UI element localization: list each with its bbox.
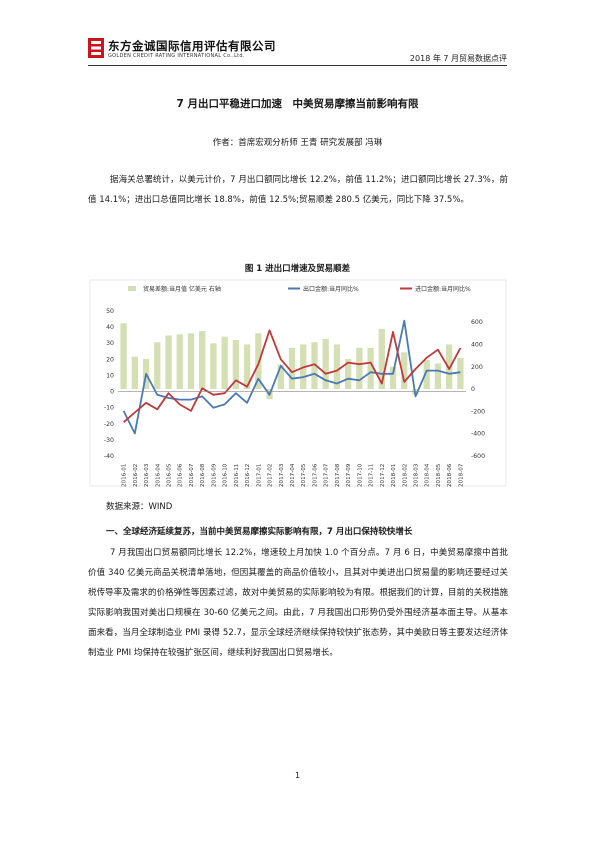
x-tick-label: 2016-06 bbox=[178, 463, 184, 487]
left-tick-label: -40 bbox=[104, 453, 114, 460]
trade-balance-bar bbox=[434, 363, 442, 390]
x-tick-label: 2017-02 bbox=[268, 464, 274, 487]
x-tick-label: 2016-01 bbox=[122, 463, 128, 487]
left-tick-label: 20 bbox=[106, 356, 114, 363]
section-heading: 一、全球经济延续复苏，当前中美贸易摩擦实际影响有限，7 月出口保持较快增长 bbox=[106, 527, 413, 537]
trade-balance-bar bbox=[333, 344, 341, 390]
right-tick-label: 400 bbox=[471, 341, 483, 348]
trade-balance-bar bbox=[378, 328, 385, 390]
right-tick-label: -600 bbox=[471, 453, 485, 460]
legend-label: 贸易差额:当月值 亿美元 右轴 bbox=[143, 285, 221, 293]
legend-label: 出口金额:当月同比% bbox=[303, 285, 359, 293]
x-tick-label: 2018-05 bbox=[436, 463, 442, 487]
golden-credit-logo-icon bbox=[88, 38, 104, 58]
x-tick-label: 2018-02 bbox=[402, 464, 408, 487]
trade-balance-bar bbox=[311, 342, 318, 390]
x-tick-label: 2016-08 bbox=[200, 463, 206, 487]
trade-balance-bar bbox=[154, 342, 161, 390]
right-tick-label: 0 bbox=[471, 386, 475, 393]
trade-balance-bar bbox=[165, 335, 172, 390]
header-divider bbox=[88, 65, 507, 66]
trade-balance-bar bbox=[457, 357, 464, 390]
x-tick-label: 2017-08 bbox=[335, 463, 341, 487]
x-tick-label: 2016-12 bbox=[245, 464, 251, 487]
trade-balance-bar bbox=[401, 352, 408, 390]
trade-balance-bar bbox=[221, 336, 228, 390]
x-tick-label: 2018-03 bbox=[413, 463, 419, 487]
document-label: 2018 年 7 月贸易数据点评 bbox=[409, 54, 507, 63]
trade-balance-bar bbox=[288, 347, 296, 390]
left-tick-label: -30 bbox=[104, 437, 114, 444]
x-tick-label: 2018-07 bbox=[458, 463, 464, 487]
left-tick-label: 50 bbox=[106, 308, 114, 315]
left-tick-label: 30 bbox=[106, 340, 114, 347]
import-yoy-line bbox=[123, 329, 462, 423]
left-tick-label: -20 bbox=[104, 421, 114, 428]
legend-swatch-bar bbox=[128, 286, 136, 291]
x-tick-label: 2016-02 bbox=[133, 464, 139, 487]
trade-balance-bar bbox=[277, 364, 284, 390]
data-source: 数据来源：WIND bbox=[106, 502, 173, 512]
page-header: 东方金诚国际信用评估有限公司 GOLDEN CREDIT RATING INTE… bbox=[0, 0, 595, 70]
x-tick-label: 2016-11 bbox=[234, 463, 240, 487]
x-tick-label: 2016-05 bbox=[167, 463, 173, 487]
trade-balance-bar bbox=[423, 360, 430, 390]
x-tick-label: 2017-12 bbox=[380, 464, 386, 487]
x-tick-label: 2016-10 bbox=[223, 463, 229, 487]
right-tick-label: 200 bbox=[471, 364, 483, 371]
legend-label: 进口金额:当月同比% bbox=[415, 285, 471, 293]
trade-balance-bar bbox=[356, 347, 363, 390]
body-paragraph: 7 月我国出口贸易额同比增长 12.2%，增速较上月加快 1.0 个百分点。7 … bbox=[88, 548, 508, 658]
trade-chart: 贸易差额:当月值 亿美元 右轴 出口金额:当月同比% 进口金额:当月同比% 50 40… bbox=[89, 279, 507, 487]
x-tick-label: 2018-04 bbox=[425, 463, 431, 487]
left-tick-label: 0 bbox=[110, 389, 114, 396]
trade-balance-bar bbox=[344, 358, 352, 390]
trade-balance-bar bbox=[367, 347, 374, 390]
company-name-en: GOLDEN CREDIT RATING INTERNATIONAL Co.,L… bbox=[108, 53, 245, 59]
trade-balance-bar bbox=[131, 356, 138, 390]
x-tick-label: 2017-03 bbox=[279, 463, 285, 487]
x-tick-label: 2017-11 bbox=[369, 463, 375, 487]
x-tick-label: 2018-01 bbox=[391, 463, 397, 487]
x-tick-label: 2017-05 bbox=[301, 463, 307, 487]
chart-legend: 贸易差额:当月值 亿美元 右轴 出口金额:当月同比% 进口金额:当月同比% bbox=[128, 285, 471, 293]
intro-paragraph: 据海关总署统计，以美元计价，7 月出口额同比增长 12.2%，前值 11.2%；… bbox=[88, 175, 508, 205]
left-tick-label: 40 bbox=[106, 324, 114, 331]
trade-balance-bar bbox=[187, 333, 195, 390]
trade-balance-bar bbox=[255, 333, 262, 390]
left-tick-label: 10 bbox=[106, 372, 114, 379]
right-tick-label: 600 bbox=[471, 319, 483, 326]
author-line: 作者：首席宏观分析师 王青 研究发展部 冯琳 bbox=[212, 138, 383, 148]
x-tick-label: 2017-10 bbox=[357, 463, 363, 487]
x-tick-label: 2016-07 bbox=[189, 463, 195, 487]
x-tick-label: 2017-06 bbox=[312, 463, 318, 487]
x-tick-label: 2016-04 bbox=[155, 463, 161, 487]
x-tick-label: 2016-09 bbox=[211, 463, 217, 487]
trade-balance-bar bbox=[243, 344, 251, 390]
trade-balance-bar bbox=[210, 343, 217, 390]
x-tick-label: 2017-09 bbox=[346, 463, 352, 487]
left-tick-label: -10 bbox=[104, 405, 114, 412]
trade-balance-bar bbox=[199, 331, 206, 390]
trade-balance-bar bbox=[232, 340, 240, 390]
x-tick-label: 2017-07 bbox=[324, 463, 330, 487]
export-yoy-line bbox=[122, 319, 461, 435]
x-tick-label: 2018-06 bbox=[447, 463, 453, 487]
trade-balance-bar bbox=[176, 334, 183, 390]
trade-balance-bar bbox=[446, 344, 453, 390]
trade-balance-bar bbox=[120, 323, 127, 390]
page-title: 7 月出口平稳进口加速 中美贸易摩擦当前影响有限 bbox=[176, 98, 419, 110]
company-name-cn: 东方金诚国际信用评估有限公司 bbox=[108, 39, 276, 53]
page-number: 1 bbox=[294, 771, 301, 780]
right-tick-label: -400 bbox=[471, 431, 485, 438]
figure-title: 图 1 进出口增速及贸易顺差 bbox=[244, 264, 351, 274]
x-tick-label: 2016-03 bbox=[144, 463, 150, 487]
chart-frame bbox=[89, 279, 507, 487]
x-tick-label: 2017-04 bbox=[290, 463, 296, 487]
trade-balance-bar bbox=[322, 338, 329, 390]
trade-balance-bar bbox=[389, 366, 397, 390]
x-tick-label: 2017-01 bbox=[256, 463, 262, 487]
right-tick-label: -200 bbox=[471, 408, 485, 415]
